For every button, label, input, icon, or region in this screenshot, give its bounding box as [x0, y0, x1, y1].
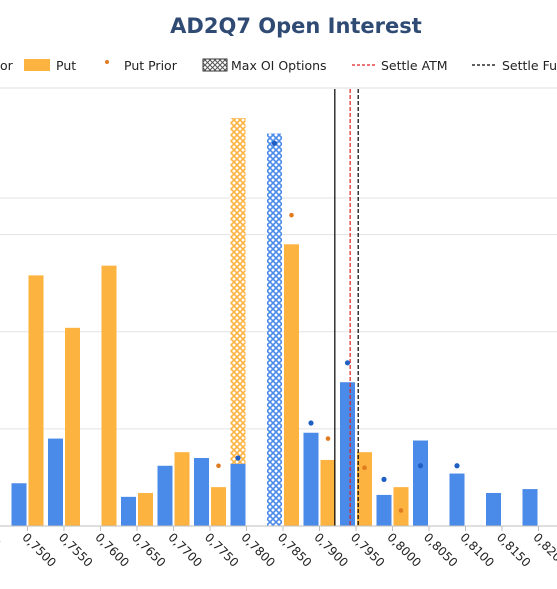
dot-call-prior: [454, 463, 460, 469]
bar-put: [174, 452, 190, 526]
dot-call-prior: [381, 476, 387, 482]
bar-call: [449, 473, 465, 526]
bar-call: [194, 458, 209, 526]
legend-label-settle-atm: Settle ATM: [381, 58, 448, 73]
legend-label-max-oi-options: Max OI Options: [231, 58, 327, 73]
bar-call: [230, 463, 246, 526]
dot-call-prior: [308, 420, 314, 426]
bar-call: [376, 494, 392, 526]
tick-label: 0,8000: [384, 530, 424, 570]
dot-put-prior: [289, 212, 294, 218]
legend-item-settle-atm: Settle ATM: [352, 58, 448, 73]
tick-label: 0,7700: [165, 530, 205, 570]
tick-label: 0,7850: [275, 530, 315, 570]
legend-item-settle-future: Settle Fu: [472, 58, 557, 73]
tick-label: 0,7950: [348, 530, 388, 570]
tick-label: 0,8150: [494, 530, 534, 570]
dot-put-prior: [216, 463, 221, 469]
dot-put-prior: [398, 508, 404, 513]
bar-swatch-icon: [24, 59, 50, 71]
dot-call-prior: [271, 140, 278, 146]
bar-put: [101, 265, 117, 526]
bar-put: [65, 327, 80, 526]
bar-call: [48, 438, 63, 526]
legend-label-put: Put: [56, 58, 76, 73]
settle-lines: [334, 89, 359, 526]
legend-label-put-prior: Put Prior: [124, 58, 178, 73]
tick-label: 0,8100: [457, 530, 497, 570]
tick-label: 0,7750: [202, 530, 242, 570]
bar-put: [357, 452, 372, 526]
x-axis-ticks: 50 0,75000,75500,76000,76500,77000,77500,…: [0, 526, 557, 570]
tick-label: 50: [0, 530, 4, 551]
prior-dots: [216, 140, 460, 513]
legend-label-call-prior: or: [0, 58, 14, 73]
bar-put: [211, 487, 226, 526]
legend-label-settle-future: Settle Fu: [502, 58, 557, 73]
tick-label: 0,7550: [56, 530, 96, 570]
bar-put-max-oi: [230, 118, 246, 526]
bar-put: [138, 492, 153, 526]
bar-call-max-oi: [267, 133, 282, 527]
tick-label: 0,7650: [129, 530, 169, 570]
legend-item-call-prior: or: [0, 58, 14, 73]
dot-put-prior: [325, 436, 331, 441]
dot-call-prior: [235, 455, 241, 461]
chart-title: AD2Q7 Open Interest: [170, 14, 422, 38]
bar-call: [157, 465, 173, 526]
tick-label: 0,7800: [238, 530, 278, 570]
dot-call-prior: [344, 360, 351, 366]
bar-call: [303, 432, 319, 526]
bar-put: [28, 275, 44, 526]
tick-label: 0,7900: [311, 530, 351, 570]
tick-label: 0,7500: [19, 530, 59, 570]
bar-call: [413, 440, 428, 526]
tick-label: 0,8200: [530, 530, 557, 570]
dot-put-prior: [362, 465, 367, 471]
tick-label: 0,7600: [92, 530, 132, 570]
bar-put: [393, 487, 409, 526]
bar-put: [284, 244, 299, 527]
bar-call: [121, 496, 136, 526]
bar-put: [320, 459, 336, 526]
legend: or Put Put Prior Max OI Options Settle A…: [0, 58, 557, 73]
legend-item-put-prior: Put Prior: [105, 58, 178, 73]
bars: [11, 118, 538, 527]
bar-call: [340, 382, 355, 526]
legend-item-put: Put: [24, 58, 76, 73]
bar-call: [11, 483, 27, 526]
dot-icon: [105, 60, 109, 64]
crosshatch-swatch-icon: [202, 58, 228, 72]
bar-call: [522, 489, 538, 526]
bar-call: [486, 492, 501, 526]
dot-call-prior: [417, 463, 424, 469]
tick-label: 0,8050: [421, 530, 461, 570]
legend-item-max-oi-options: Max OI Options: [202, 58, 327, 73]
